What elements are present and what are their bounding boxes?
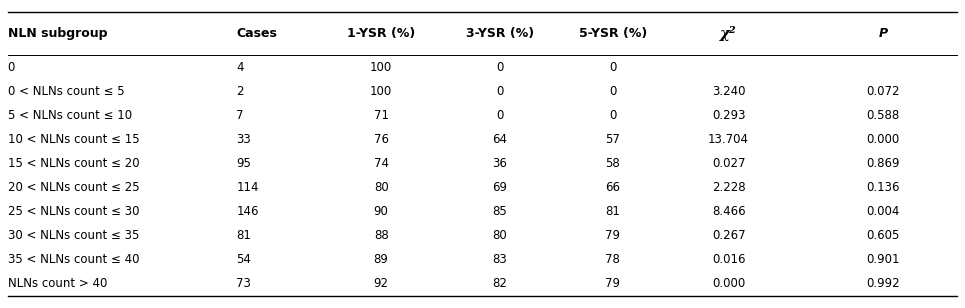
Text: 92: 92 — [373, 277, 389, 290]
Text: 78: 78 — [605, 253, 620, 266]
Text: 0.000: 0.000 — [867, 133, 899, 146]
Text: 57: 57 — [605, 133, 620, 146]
Text: 0.992: 0.992 — [867, 277, 899, 290]
Text: 80: 80 — [373, 181, 389, 194]
Text: 0.000: 0.000 — [712, 277, 745, 290]
Text: 95: 95 — [236, 157, 251, 170]
Text: 0.016: 0.016 — [712, 253, 745, 266]
Text: 64: 64 — [492, 133, 508, 146]
Text: 82: 82 — [492, 277, 508, 290]
Text: 1-YSR (%): 1-YSR (%) — [347, 27, 415, 40]
Text: 30 < NLNs count ≤ 35: 30 < NLNs count ≤ 35 — [8, 229, 139, 242]
Text: 0.588: 0.588 — [867, 109, 899, 122]
Text: 90: 90 — [373, 205, 389, 218]
Text: 2.228: 2.228 — [712, 181, 745, 194]
Text: 88: 88 — [373, 229, 389, 242]
Text: 0.027: 0.027 — [712, 157, 745, 170]
Text: 0.267: 0.267 — [712, 229, 745, 242]
Text: 13.704: 13.704 — [708, 133, 749, 146]
Text: 85: 85 — [492, 205, 508, 218]
Text: 0: 0 — [609, 109, 617, 122]
Text: 58: 58 — [605, 157, 620, 170]
Text: 0 < NLNs count ≤ 5: 0 < NLNs count ≤ 5 — [8, 85, 124, 98]
Text: 69: 69 — [492, 181, 508, 194]
Text: 33: 33 — [236, 133, 251, 146]
Text: 100: 100 — [370, 61, 393, 74]
Text: 0.004: 0.004 — [867, 205, 899, 218]
Text: 146: 146 — [236, 205, 259, 218]
Text: 0: 0 — [496, 85, 504, 98]
Text: P: P — [878, 27, 888, 40]
Text: 0: 0 — [496, 109, 504, 122]
Text: 89: 89 — [373, 253, 389, 266]
Text: 76: 76 — [373, 133, 389, 146]
Text: 0: 0 — [496, 61, 504, 74]
Text: 0.072: 0.072 — [867, 85, 899, 98]
Text: 81: 81 — [236, 229, 251, 242]
Text: 36: 36 — [492, 157, 508, 170]
Text: NLN subgroup: NLN subgroup — [8, 27, 107, 40]
Text: 5 < NLNs count ≤ 10: 5 < NLNs count ≤ 10 — [8, 109, 132, 122]
Text: 0.136: 0.136 — [867, 181, 899, 194]
Text: 79: 79 — [605, 229, 620, 242]
Text: χ²: χ² — [720, 26, 737, 41]
Text: 80: 80 — [492, 229, 508, 242]
Text: 3.240: 3.240 — [712, 85, 745, 98]
Text: Cases: Cases — [236, 27, 277, 40]
Text: 8.466: 8.466 — [712, 205, 745, 218]
Text: 20 < NLNs count ≤ 25: 20 < NLNs count ≤ 25 — [8, 181, 139, 194]
Text: 35 < NLNs count ≤ 40: 35 < NLNs count ≤ 40 — [8, 253, 139, 266]
Text: 0.293: 0.293 — [712, 109, 745, 122]
Text: 71: 71 — [373, 109, 389, 122]
Text: 5-YSR (%): 5-YSR (%) — [579, 27, 647, 40]
Text: 4: 4 — [236, 61, 244, 74]
Text: 10 < NLNs count ≤ 15: 10 < NLNs count ≤ 15 — [8, 133, 139, 146]
Text: 0.605: 0.605 — [867, 229, 899, 242]
Text: 83: 83 — [492, 253, 508, 266]
Text: 73: 73 — [236, 277, 251, 290]
Text: 54: 54 — [236, 253, 251, 266]
Text: 0: 0 — [609, 85, 617, 98]
Text: 66: 66 — [605, 181, 620, 194]
Text: 2: 2 — [236, 85, 244, 98]
Text: 79: 79 — [605, 277, 620, 290]
Text: 7: 7 — [236, 109, 244, 122]
Text: 74: 74 — [373, 157, 389, 170]
Text: 100: 100 — [370, 85, 393, 98]
Text: 3-YSR (%): 3-YSR (%) — [466, 27, 534, 40]
Text: 15 < NLNs count ≤ 20: 15 < NLNs count ≤ 20 — [8, 157, 139, 170]
Text: 114: 114 — [236, 181, 259, 194]
Text: 81: 81 — [605, 205, 620, 218]
Text: NLNs count > 40: NLNs count > 40 — [8, 277, 107, 290]
Text: 0: 0 — [609, 61, 617, 74]
Text: 0: 0 — [8, 61, 15, 74]
Text: 0.901: 0.901 — [867, 253, 899, 266]
Text: 25 < NLNs count ≤ 30: 25 < NLNs count ≤ 30 — [8, 205, 139, 218]
Text: 0.869: 0.869 — [867, 157, 899, 170]
